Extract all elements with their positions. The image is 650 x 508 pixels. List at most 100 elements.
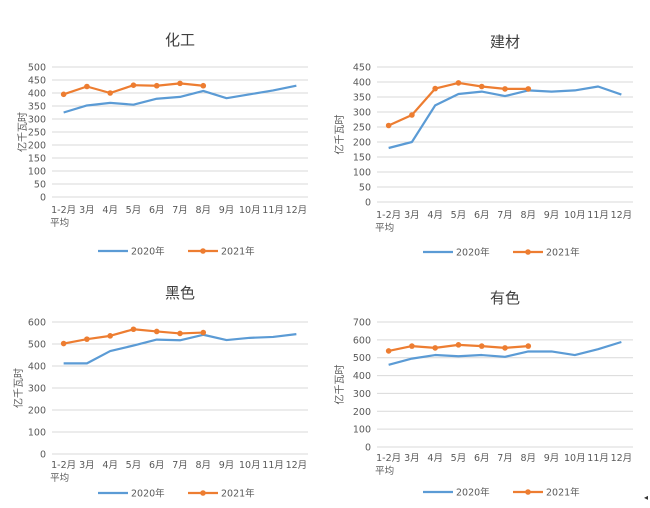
- data-point-2021年: [502, 345, 508, 351]
- data-point-2021年: [502, 86, 508, 92]
- data-point-2021年: [84, 83, 90, 90]
- x-tick-label: 12月: [611, 210, 633, 221]
- x-tick-label: 11月: [587, 453, 609, 464]
- data-point-2021年: [478, 83, 485, 90]
- x-tick-label: 4月: [427, 210, 443, 221]
- data-point-2021年: [107, 90, 113, 96]
- y-tick-label: 150: [353, 153, 371, 164]
- legend-label: 2020年: [131, 246, 165, 258]
- x-tick-label: 8月: [195, 460, 211, 471]
- x-tick-label: 1-2月平均: [50, 205, 76, 229]
- legend-label: 2021年: [546, 487, 580, 499]
- data-point-2021年: [478, 343, 485, 349]
- y-tick-label: 300: [353, 108, 371, 119]
- x-tick-label: 7月: [497, 210, 513, 221]
- legend-label: 2021年: [221, 246, 255, 258]
- y-tick-label: 450: [353, 63, 371, 74]
- x-tick-label: 7月: [172, 460, 188, 471]
- y-axis-label: 亿千瓦时: [333, 365, 346, 405]
- y-tick-label: 600: [353, 335, 371, 346]
- x-tick-label: 5月: [126, 460, 142, 471]
- x-tick-label: 9月: [219, 460, 235, 471]
- y-tick-label: 300: [28, 384, 46, 395]
- data-point-2021年: [60, 91, 67, 98]
- chart-svg-chemical: 化工 0 50 100 150 200 250 300 350 400 450 500 亿千瓦时 1-2月…: [16, 31, 308, 258]
- data-point-2021年: [153, 328, 160, 335]
- data-point-2021年: [153, 82, 160, 89]
- x-tick-label: 4月: [102, 205, 118, 216]
- chart-title: 化工: [165, 31, 195, 49]
- x-tick-label: 3月: [79, 460, 95, 471]
- x-tick-label: 10月: [239, 460, 261, 471]
- y-tick-label: 100: [28, 167, 46, 178]
- y-tick-label: 0: [365, 198, 371, 209]
- data-point-2021年: [84, 336, 90, 342]
- chart-panel-nonferrous: 有色 0 100 200 300 400 500 600 700 亿千瓦时 1-2月平均 3月 4月 5月…: [325, 262, 650, 508]
- series-line-2020年: [388, 85, 622, 150]
- data-point-2021年: [432, 345, 438, 351]
- data-point-2021年: [107, 333, 113, 339]
- y-tick-label: 250: [28, 128, 46, 139]
- x-tick-label: 3月: [79, 205, 95, 216]
- y-tick-label: 450: [28, 76, 46, 87]
- x-tick-label: 5月: [126, 205, 142, 216]
- y-tick-label: 0: [40, 450, 46, 461]
- x-tick-label: 5月: [451, 453, 467, 464]
- x-tick-label: 4月: [427, 453, 443, 464]
- chart-title: 黑色: [165, 284, 195, 302]
- x-tick-label: 12月: [611, 453, 633, 464]
- y-tick-label: 100: [353, 425, 371, 436]
- data-point-2021年: [130, 326, 137, 333]
- y-tick-label: 50: [34, 180, 46, 191]
- chart-panel-chemical: 化工 0 50 100 150 200 250 300 350 400 450 500 亿千瓦时 1-2月…: [0, 0, 325, 262]
- x-tick-label: 4月: [102, 460, 118, 471]
- y-tick-label: 300: [28, 115, 46, 126]
- y-tick-label: 100: [353, 168, 371, 179]
- y-axis-label: 亿千瓦时: [16, 112, 29, 152]
- x-tick-label: 9月: [544, 453, 560, 464]
- data-point-2021年: [177, 80, 183, 87]
- y-tick-label: 300: [353, 389, 371, 400]
- data-point-2021年: [455, 80, 462, 86]
- x-tick-label: 3月: [404, 210, 420, 221]
- y-tick-label: 400: [28, 89, 46, 100]
- x-tick-label: 1-2月平均: [50, 460, 76, 484]
- legend-label: 2020年: [131, 488, 165, 500]
- y-tick-label: 200: [28, 141, 46, 152]
- y-axis-label: 亿千瓦时: [333, 115, 346, 155]
- x-tick-label: 9月: [219, 205, 235, 216]
- x-tick-label: 8月: [520, 210, 536, 221]
- series-line-2020年: [63, 333, 297, 365]
- legend-marker: [525, 249, 531, 255]
- legend-label: 2021年: [546, 247, 580, 259]
- x-tick-label: 1-2月平均: [375, 210, 401, 234]
- data-point-2021年: [130, 82, 137, 88]
- y-tick-label: 200: [353, 407, 371, 418]
- y-tick-label: 600: [28, 318, 46, 329]
- data-point-2021年: [409, 343, 415, 349]
- chart-title: 建材: [490, 33, 520, 51]
- chart-panel-ferrous: 黑色 0 100 200 300 400 500 600 亿千瓦时 1-2月平均 3月 4月 5月 6月 7…: [0, 262, 325, 508]
- data-point-2021年: [409, 112, 415, 118]
- legend-label: 2020年: [456, 247, 490, 259]
- data-point-2021年: [525, 86, 532, 92]
- data-point-2021年: [60, 340, 67, 347]
- legend-marker: [200, 490, 206, 496]
- y-tick-label: 200: [353, 138, 371, 149]
- data-point-2021年: [385, 348, 392, 354]
- x-tick-label: 11月: [262, 205, 284, 216]
- x-tick-label: 11月: [262, 460, 284, 471]
- x-tick-label: 10月: [564, 453, 586, 464]
- y-tick-label: 400: [353, 78, 371, 89]
- x-tick-label: 1-2月平均: [375, 453, 401, 477]
- x-tick-label: 9月: [544, 210, 560, 221]
- y-tick-label: 700: [353, 318, 371, 329]
- x-tick-label: 12月: [286, 460, 308, 471]
- corner-mark: ◂: [643, 493, 648, 502]
- legend-label: 2021年: [221, 488, 255, 500]
- x-tick-label: 6月: [149, 460, 165, 471]
- x-tick-label: 8月: [520, 453, 536, 464]
- chart-panel-building-materials: 建材 0 50 100 150 200 250 300 350 400 450 亿千瓦时 1-2月平均 3…: [325, 0, 650, 262]
- legend-marker: [200, 248, 206, 254]
